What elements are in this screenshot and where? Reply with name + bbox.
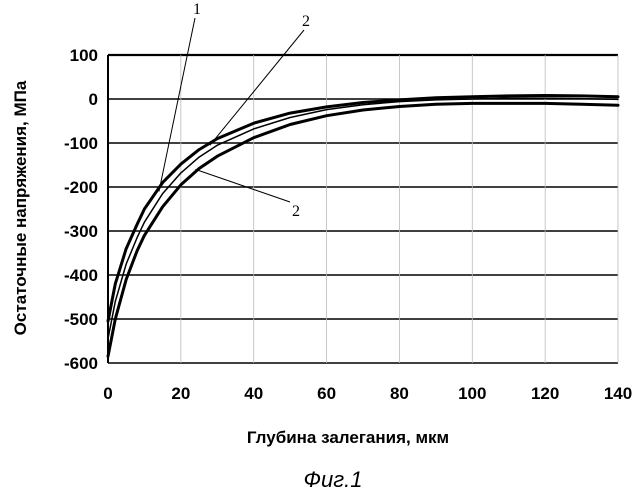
series-line-1: [108, 96, 618, 322]
y-tick-label: -500: [64, 310, 98, 329]
x-tick-label: 40: [244, 384, 263, 403]
x-axis-title: Глубина залегания, мкм: [247, 428, 449, 447]
x-tick-label: 80: [390, 384, 409, 403]
y-tick-label: 100: [70, 46, 98, 65]
callout-label: 1: [193, 1, 201, 18]
x-tick-label: 20: [171, 384, 190, 403]
callout-label: 2: [302, 13, 310, 30]
x-tick-labels: 0 20 40 60 80 100 120 140: [103, 384, 632, 403]
y-tick-label: 0: [89, 90, 98, 109]
x-tick-label: 60: [317, 384, 336, 403]
y-tick-label: -400: [64, 266, 98, 285]
y-tick-label: -600: [64, 354, 98, 373]
y-tick-labels: 100 0 -100 -200 -300 -400 -500 -600: [64, 46, 98, 373]
series-line-2: [108, 98, 618, 339]
x-tick-label: 120: [531, 384, 559, 403]
x-tick-label: 140: [604, 384, 632, 403]
callout-leader: [195, 169, 290, 202]
callout-label: 2: [292, 203, 300, 220]
y-tick-label: -200: [64, 178, 98, 197]
y-tick-label: -100: [64, 134, 98, 153]
y-axis-title: Остаточные напряжения, МПа: [11, 80, 30, 335]
series-group: [107, 94, 619, 357]
y-tick-label: -300: [64, 222, 98, 241]
x-tick-label: 100: [458, 384, 486, 403]
figure-caption: Фиг.1: [304, 467, 363, 492]
x-tick-label: 0: [103, 384, 112, 403]
